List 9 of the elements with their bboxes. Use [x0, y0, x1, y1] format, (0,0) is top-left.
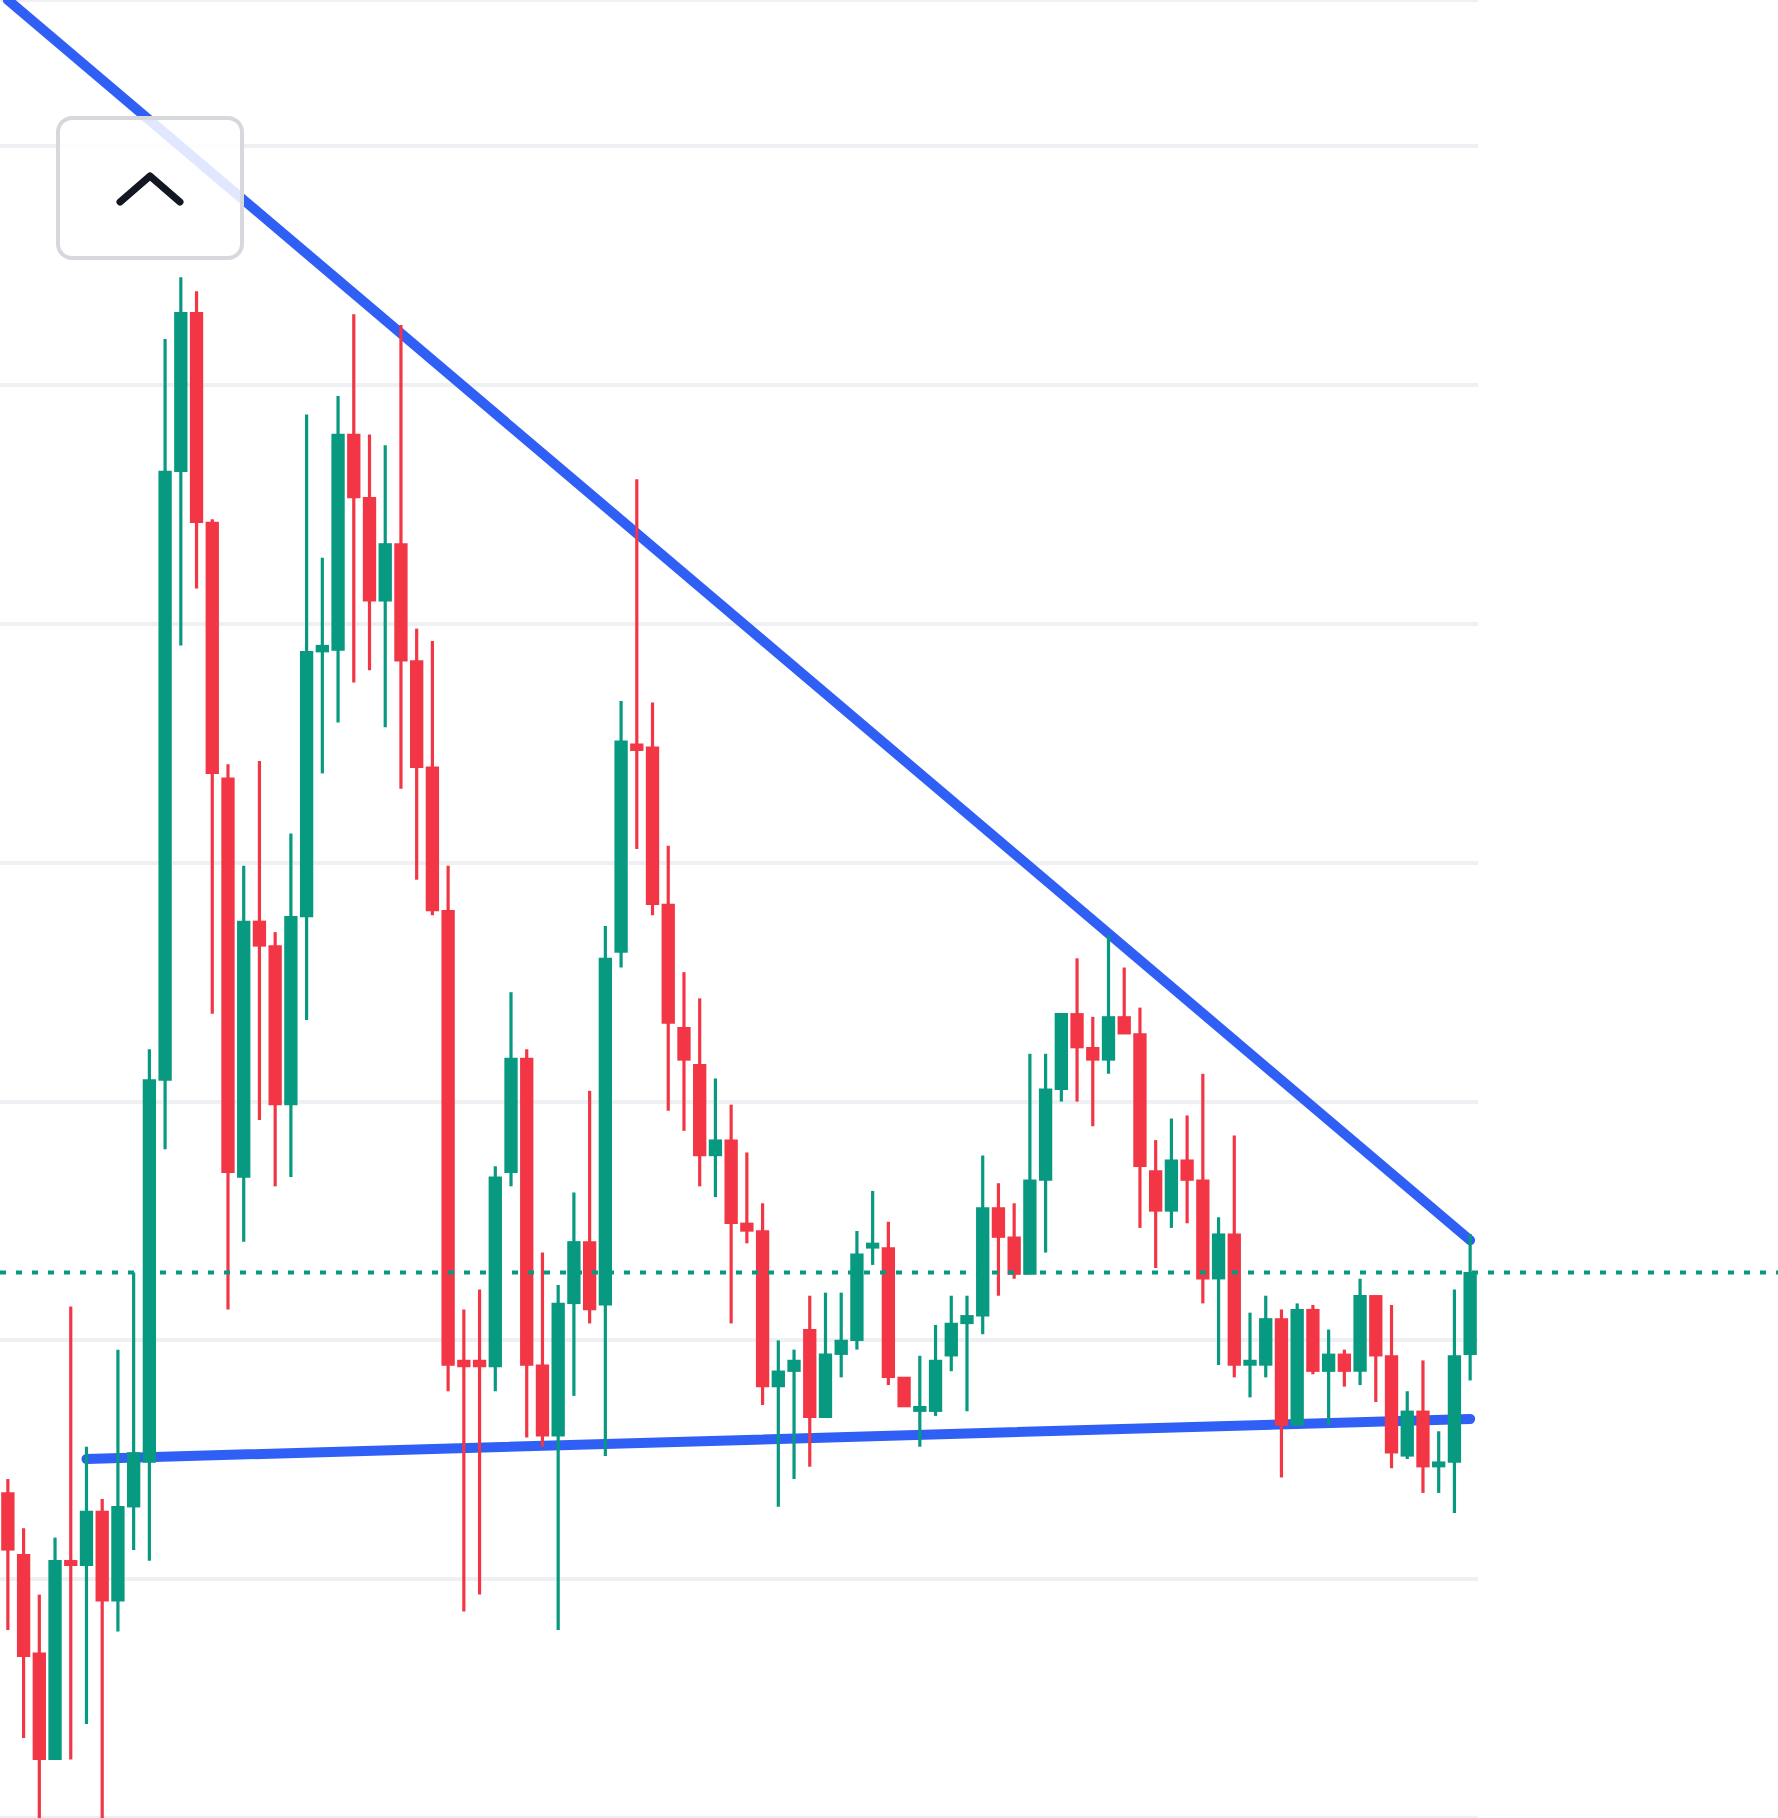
candlestick: [1400, 1389, 1414, 1461]
candlestick: [64, 1304, 78, 1762]
candlestick: [677, 970, 691, 1133]
candlestick: [1337, 1348, 1352, 1389]
candlestick: [1321, 1328, 1336, 1427]
candlestick: [1101, 933, 1116, 1076]
candlestick: [708, 1076, 723, 1199]
candlestick: [1149, 1138, 1163, 1270]
candlestick: [865, 1189, 880, 1267]
